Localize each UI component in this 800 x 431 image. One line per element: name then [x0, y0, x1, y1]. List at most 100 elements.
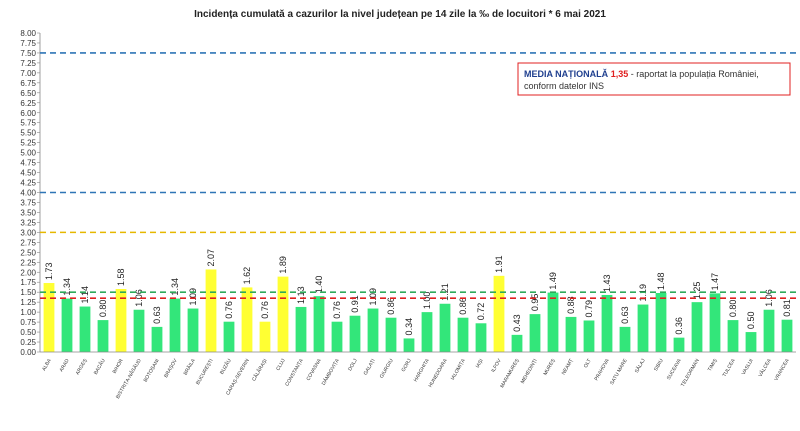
chart-title: Incidența cumulată a cazurilor la nivel …	[194, 9, 606, 20]
x-tick-label: CLUJ	[275, 358, 287, 372]
data-label: 0.86	[458, 297, 468, 315]
bar	[565, 316, 577, 352]
y-tick-label: 0.25	[20, 338, 36, 347]
bar	[619, 326, 631, 352]
y-tick-label: 2.75	[20, 238, 36, 247]
y-tick-label: 5.00	[20, 149, 36, 158]
y-tick-label: 5.25	[20, 139, 36, 148]
annotation-label: MEDIA NAȚIONALĂ	[524, 69, 609, 79]
x-tick-label: ALBA	[41, 357, 53, 372]
bar	[511, 334, 523, 352]
bar	[295, 306, 307, 352]
bar	[763, 309, 775, 352]
bar	[187, 308, 199, 352]
bar	[727, 320, 739, 352]
data-label: 0.76	[332, 301, 342, 319]
bar	[781, 319, 793, 352]
data-label: 1.34	[170, 278, 180, 296]
y-tick-label: 1.25	[20, 298, 36, 307]
annotation-box	[517, 62, 791, 96]
data-label: 0.91	[350, 295, 360, 313]
y-tick-label: 0.75	[20, 318, 36, 327]
bar	[529, 314, 541, 352]
bar	[457, 317, 469, 352]
data-label: 1.06	[764, 289, 774, 307]
y-tick-label: 7.25	[20, 59, 36, 68]
y-tick-label: 3.50	[20, 208, 36, 217]
bar	[151, 326, 163, 352]
data-label: 1.73	[44, 262, 54, 280]
bar	[421, 312, 433, 352]
data-label: 1.89	[278, 256, 288, 274]
data-label: 1.09	[188, 288, 198, 306]
y-tick-label: 5.50	[20, 129, 36, 138]
y-tick-label: 4.00	[20, 189, 36, 198]
y-tick-label: 5.75	[20, 119, 36, 128]
data-label: 1.91	[494, 255, 504, 273]
data-label: 1.49	[548, 272, 558, 290]
bar	[43, 283, 55, 352]
y-tick-label: 2.00	[20, 268, 36, 277]
data-label: 1.00	[422, 292, 432, 310]
x-tick-label: OLT	[583, 358, 593, 369]
data-label: 1.62	[242, 267, 252, 285]
bar	[115, 288, 127, 352]
bar	[133, 309, 145, 352]
bar	[79, 306, 91, 352]
y-tick-label: 1.00	[20, 308, 36, 317]
annotation-text: - raportat la populația României,	[631, 69, 759, 79]
y-tick-label: 2.50	[20, 248, 36, 257]
data-label: 0.63	[620, 306, 630, 324]
y-tick-label: 3.75	[20, 198, 36, 207]
y-tick-label: 8.00	[20, 29, 36, 38]
data-label: 1.25	[692, 282, 702, 300]
data-label: 0.95	[530, 294, 540, 312]
annotation-text: conform datelor INS	[524, 81, 604, 91]
bar	[709, 293, 721, 352]
y-tick-label: 6.00	[20, 109, 36, 118]
data-label: 0.80	[728, 300, 738, 318]
bar	[223, 321, 235, 352]
bar	[655, 292, 667, 352]
data-label: 0.81	[782, 299, 792, 317]
bar	[583, 320, 595, 352]
bar	[61, 298, 73, 352]
data-label: 0.79	[584, 300, 594, 318]
bar	[439, 303, 451, 352]
bar	[745, 332, 757, 352]
data-label: 0.43	[512, 314, 522, 332]
y-tick-label: 7.00	[20, 69, 36, 78]
data-label: 0.50	[746, 312, 756, 330]
y-tick-label: 0.00	[20, 348, 36, 357]
y-tick-label: 4.75	[20, 159, 36, 168]
bar	[601, 294, 613, 352]
y-tick-label: 4.25	[20, 179, 36, 188]
x-tick-label: SIBIU	[653, 358, 665, 373]
annotation-value: 1,35	[611, 69, 629, 79]
data-label: 0.88	[566, 296, 576, 314]
data-label: 0.76	[260, 301, 270, 319]
bar	[673, 337, 685, 352]
y-tick-label: 7.75	[20, 39, 36, 48]
data-label: 0.63	[152, 306, 162, 324]
bar	[475, 323, 487, 352]
bar	[331, 321, 343, 352]
data-label: 1.58	[116, 268, 126, 286]
y-tick-label: 0.50	[20, 328, 36, 337]
y-tick-label: 7.50	[20, 49, 36, 58]
bar	[241, 287, 253, 352]
bar	[637, 304, 649, 352]
bar	[169, 298, 181, 352]
y-tick-label: 6.75	[20, 79, 36, 88]
y-tick-label: 4.50	[20, 169, 36, 178]
bar	[97, 320, 109, 352]
bar	[313, 296, 325, 352]
data-label: 0.86	[386, 297, 396, 315]
y-tick-label: 6.25	[20, 99, 36, 108]
bar	[403, 338, 415, 352]
annotation: MEDIA NAȚIONALĂ 1,35 - raportat la popul…	[524, 69, 759, 79]
y-tick-label: 6.50	[20, 89, 36, 98]
y-tick-label: 2.25	[20, 258, 36, 267]
bar	[493, 275, 505, 352]
